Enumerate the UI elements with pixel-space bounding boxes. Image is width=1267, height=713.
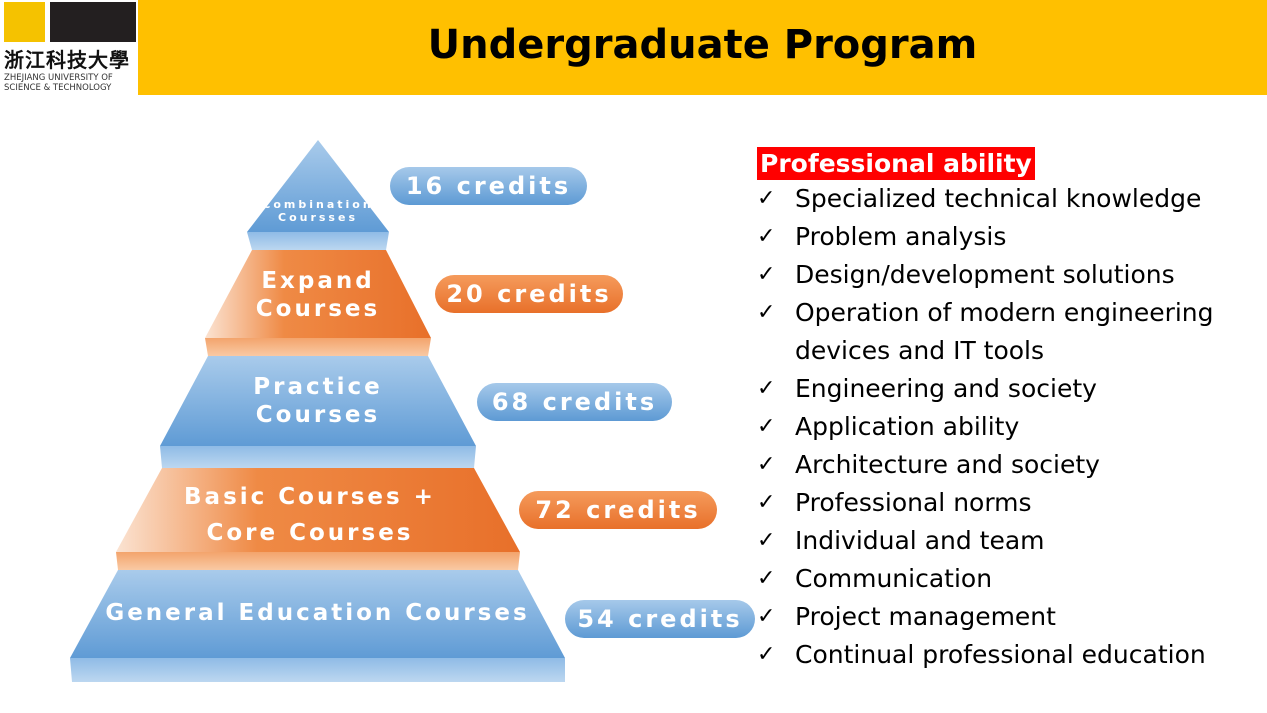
tier-3-face bbox=[160, 356, 476, 446]
tier-3-band bbox=[160, 446, 476, 468]
ability-item-text: Individual and team bbox=[795, 526, 1045, 555]
tier-1-band bbox=[247, 232, 389, 250]
ability-item-text: Architecture and society bbox=[795, 450, 1100, 479]
header-bar bbox=[138, 0, 1267, 95]
ability-item-text: Professional norms bbox=[795, 488, 1032, 517]
logo-yellow-block bbox=[4, 2, 45, 42]
tier-4-face bbox=[116, 468, 520, 552]
check-icon: ✓ bbox=[757, 224, 776, 249]
ability-item: ✓ Project management bbox=[757, 598, 1215, 636]
ability-item: ✓ Continual professional education bbox=[757, 636, 1215, 674]
check-icon: ✓ bbox=[757, 376, 776, 401]
credits-pill-tier-2: 20 credits bbox=[435, 275, 623, 313]
credits-pill-tier-5: 54 credits bbox=[565, 600, 755, 638]
credits-pill-tier-1: 16 credits bbox=[390, 167, 587, 205]
tier-4-band bbox=[116, 552, 520, 570]
tier-2-band bbox=[205, 338, 431, 356]
tier-5-face bbox=[70, 570, 565, 658]
check-icon: ✓ bbox=[757, 490, 776, 515]
ability-item-text: Engineering and society bbox=[795, 374, 1097, 403]
pyramid-diagram bbox=[70, 140, 565, 682]
tier-1-label: Combination Coursses bbox=[262, 198, 374, 225]
tier-5-label: General Education Courses bbox=[105, 600, 530, 626]
tier-2-face bbox=[205, 250, 431, 338]
professional-ability-list: Professional ability ✓ Specialized techni… bbox=[757, 147, 1215, 674]
ability-item: ✓ Problem analysis bbox=[757, 218, 1215, 256]
ability-item: ✓ Communication bbox=[757, 560, 1215, 598]
tier-4-label: Basic Courses + Core Courses bbox=[184, 484, 436, 546]
university-logo: 浙江科技大學 ZHEJIANG UNIVERSITY OF SCIENCE & T… bbox=[0, 0, 138, 95]
check-icon: ✓ bbox=[757, 528, 776, 553]
check-icon: ✓ bbox=[757, 262, 776, 287]
check-icon: ✓ bbox=[757, 566, 776, 591]
tier-5-band bbox=[70, 658, 565, 682]
ability-item: ✓ Individual and team bbox=[757, 522, 1215, 560]
ability-item-text: Application ability bbox=[795, 412, 1020, 441]
credits-pill-tier-3: 68 credits bbox=[477, 383, 672, 421]
check-icon: ✓ bbox=[757, 604, 776, 629]
credits-pill-tier-4: 72 credits bbox=[519, 491, 717, 529]
page-title: Undergraduate Program bbox=[427, 22, 978, 68]
ability-item-text: Project management bbox=[795, 602, 1056, 631]
ability-item: ✓ Architecture and society bbox=[757, 446, 1215, 484]
ability-item-text: Operation of modern engineering devices … bbox=[795, 298, 1214, 365]
logo-english-name: ZHEJIANG UNIVERSITY OF SCIENCE & TECHNOLO… bbox=[4, 73, 113, 93]
logo-black-block bbox=[50, 2, 136, 42]
ability-item-text: Communication bbox=[795, 564, 993, 593]
tier-1-face bbox=[247, 140, 389, 232]
ability-item-text: Specialized technical knowledge bbox=[795, 184, 1202, 213]
ability-item: ✓ Professional norms bbox=[757, 484, 1215, 522]
check-icon: ✓ bbox=[757, 452, 776, 477]
ability-item: ✓ Application ability bbox=[757, 408, 1215, 446]
check-icon: ✓ bbox=[757, 186, 776, 211]
ability-item-text: Problem analysis bbox=[795, 222, 1007, 251]
check-icon: ✓ bbox=[757, 300, 776, 325]
ability-item: ✓ Design/development solutions bbox=[757, 256, 1215, 294]
ability-heading: Professional ability bbox=[757, 147, 1035, 180]
ability-item: ✓ Operation of modern engineering devices… bbox=[757, 294, 1215, 370]
ability-item: ✓ Specialized technical knowledge bbox=[757, 180, 1215, 218]
ability-item-text: Design/development solutions bbox=[795, 260, 1175, 289]
tier-3-label: Practice Courses bbox=[253, 374, 383, 428]
ability-item-text: Continual professional education bbox=[795, 640, 1206, 669]
tier-2-label: Expand Courses bbox=[255, 268, 381, 322]
check-icon: ✓ bbox=[757, 642, 776, 667]
ability-item: ✓ Engineering and society bbox=[757, 370, 1215, 408]
logo-chinese-name: 浙江科技大學 bbox=[4, 48, 130, 72]
check-icon: ✓ bbox=[757, 414, 776, 439]
